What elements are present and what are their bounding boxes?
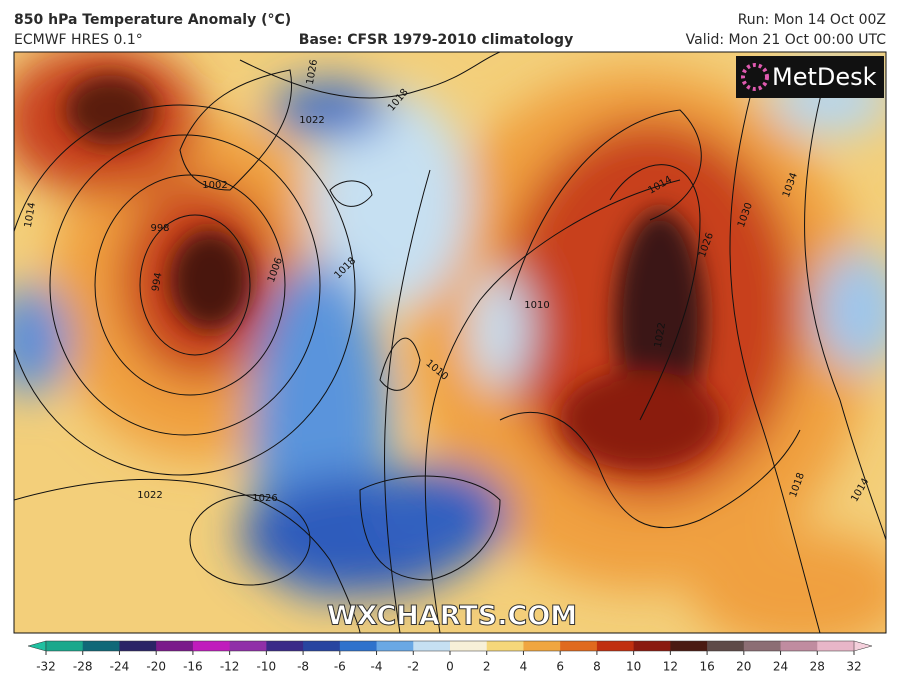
colorbar-tick-label: 8 — [593, 660, 601, 674]
coastlines — [179, 69, 801, 581]
colorbar-segment — [266, 641, 304, 651]
colorbar-tick-label: 16 — [699, 660, 714, 674]
colorbar-segment — [229, 641, 267, 651]
colorbar-segment — [817, 641, 855, 651]
valid: Valid: Mon 21 Oct 00:00 UTC — [686, 32, 887, 48]
colorbar-tick-label: 28 — [810, 660, 825, 674]
colorbar-tick-label: -12 — [220, 660, 240, 674]
colorbar-segment — [670, 641, 708, 651]
colorbar-segment — [46, 641, 84, 651]
watermark: WXCHARTS.COM — [327, 601, 577, 632]
colorbar-tick-label: 12 — [663, 660, 678, 674]
colorbar-tick-label: 2 — [483, 660, 491, 674]
model: ECMWF HRES 0.1° — [14, 32, 143, 48]
isobar-label: 994 — [150, 272, 164, 293]
colorbar-tick-label: -10 — [257, 660, 277, 674]
logo-box — [736, 56, 884, 98]
colorbar-tick-label: -8 — [297, 660, 309, 674]
colorbar-segment — [413, 641, 451, 651]
colorbar-segment — [376, 641, 414, 651]
colorbar-segment — [743, 641, 782, 651]
isobars — [14, 52, 886, 633]
isobar-label: 1010 — [524, 300, 549, 311]
run: Run: Mon 14 Oct 00Z — [738, 12, 886, 28]
colorbar-tick-label: -6 — [334, 660, 346, 674]
isobar-label: 1026 — [305, 59, 320, 86]
isobar-label: 1022 — [137, 490, 162, 501]
colorbar-over — [853, 640, 873, 652]
colorbar-tick-label: -32 — [36, 660, 56, 674]
colorbar-tick-label: 0 — [446, 660, 454, 674]
colorbar-under — [27, 640, 47, 652]
colorbar-segment — [119, 641, 157, 651]
colorbar-segment — [596, 641, 635, 651]
colorbar-tick-label: 6 — [556, 660, 564, 674]
colorbar-tick-label: 32 — [846, 660, 861, 674]
colorbar-tick-label: 4 — [520, 660, 528, 674]
colorbar-segment — [156, 641, 194, 651]
colorbar-segment — [486, 641, 524, 651]
isobar-label: 1022 — [299, 115, 324, 126]
logo-icon — [741, 63, 769, 91]
title: 850 hPa Temperature Anomaly (°C) — [14, 12, 291, 28]
colorbar-tick-label: -16 — [183, 660, 203, 674]
colorbar-tick-label: -24 — [110, 660, 130, 674]
colorbar-segment — [523, 641, 561, 651]
colorbar-segment — [633, 641, 671, 651]
colorbar-segment — [780, 641, 818, 651]
isobar-label: 1002 — [202, 180, 227, 191]
colorbar-tick-label: 10 — [626, 660, 641, 674]
colorbar-tick-label: -20 — [146, 660, 166, 674]
colorbar-tick-label: 20 — [736, 660, 751, 674]
colorbar-tick-label: -4 — [371, 660, 383, 674]
colorbar-tick-label: -2 — [407, 660, 419, 674]
colorbar-tick-label: 24 — [773, 660, 788, 674]
isobar-label: 998 — [150, 223, 169, 234]
colorbar-segment — [192, 641, 231, 651]
colorbar-segment — [303, 641, 341, 651]
logo: MetDesk — [772, 63, 877, 91]
colorbar-tick-label: -28 — [73, 660, 93, 674]
base: Base: CFSR 1979-2010 climatology — [299, 32, 573, 48]
colorbar-segment — [707, 641, 745, 651]
colorbar-segment — [339, 641, 378, 651]
colorbar-segment — [560, 641, 598, 651]
isobar-label: 1022 — [653, 322, 668, 349]
isobar-label: 1026 — [252, 493, 277, 504]
isobar-label: 1014 — [23, 202, 38, 229]
colorbar-segment — [82, 641, 120, 651]
map-frame — [13, 51, 887, 634]
colorbar-segment — [450, 641, 488, 651]
